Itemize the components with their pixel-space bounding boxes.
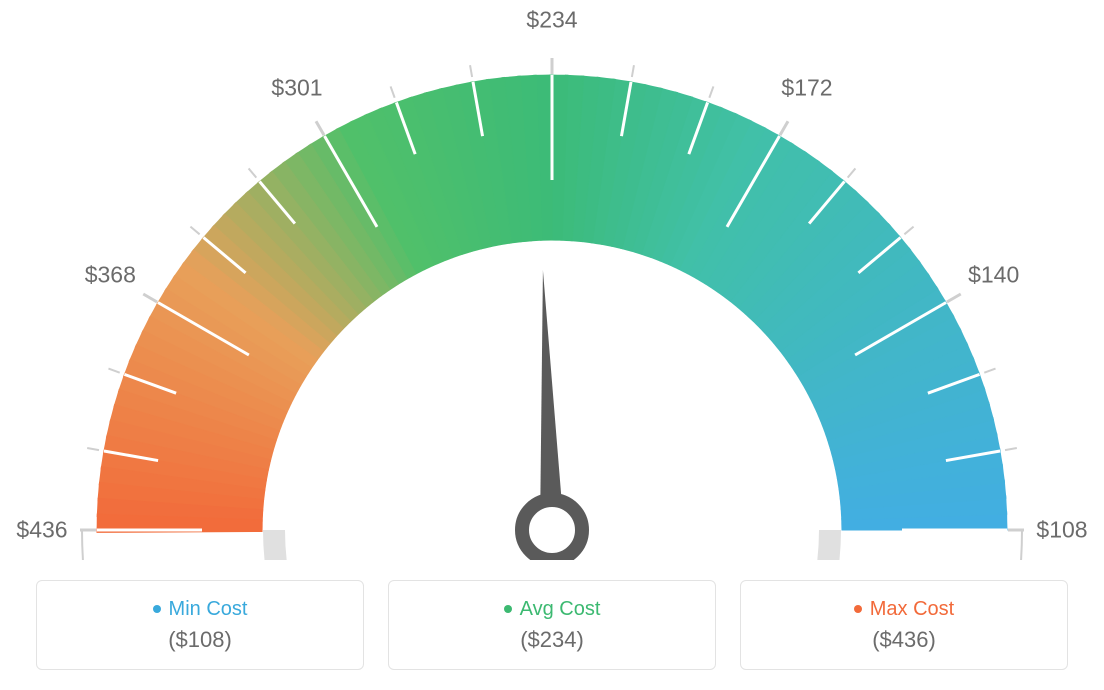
gauge-tick-label: $234 (526, 7, 577, 34)
legend-value: ($436) (872, 627, 936, 653)
gauge-tick-label: $301 (271, 75, 322, 102)
gauge-tick-label: $172 (781, 75, 832, 102)
legend-title-max: Max Cost (854, 598, 954, 621)
legend-label: Avg Cost (520, 598, 601, 621)
gauge-tick-label: $368 (85, 262, 136, 289)
gauge-tick-label: $140 (968, 262, 1019, 289)
legend-label: Max Cost (870, 598, 954, 621)
legend-value: ($234) (520, 627, 584, 653)
bullet-icon (854, 605, 862, 613)
legend-value: ($108) (168, 627, 232, 653)
legend-title-avg: Avg Cost (504, 598, 601, 621)
gauge-chart: $108 $140 $172 $234 $301 $368 $436 (0, 0, 1104, 560)
legend-card-avg: Avg Cost ($234) (388, 580, 716, 670)
legend-label: Min Cost (169, 598, 248, 621)
gauge-hub (522, 500, 582, 560)
gauge-tick-label: $108 (1036, 517, 1087, 544)
bullet-icon (504, 605, 512, 613)
legend-title-min: Min Cost (153, 598, 248, 621)
gauge-tick-label: $436 (16, 517, 67, 544)
gauge-svg (0, 0, 1104, 560)
legend-card-min: Min Cost ($108) (36, 580, 364, 670)
legend-row: Min Cost ($108) Avg Cost ($234) Max Cost… (0, 580, 1104, 690)
legend-card-max: Max Cost ($436) (740, 580, 1068, 670)
bullet-icon (153, 605, 161, 613)
